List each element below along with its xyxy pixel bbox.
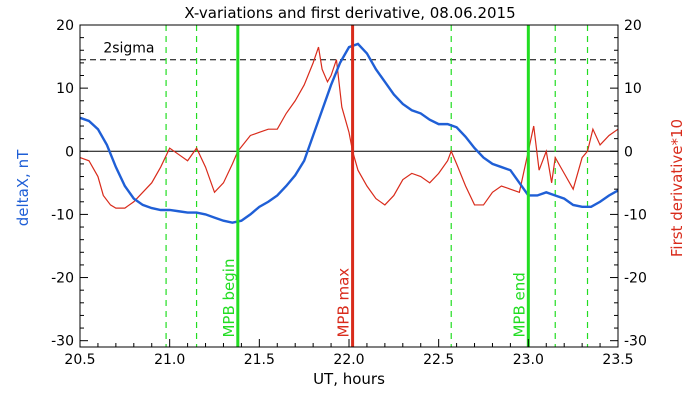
marker-label-mpb-max: MPB max <box>335 268 353 338</box>
x-tick-label: 23.5 <box>602 352 633 368</box>
x-axis-label: UT, hours <box>313 370 385 388</box>
right-y-tick-label: -20 <box>624 271 647 287</box>
x-axis: 20.5 21.0 21.5 22.0 22.5 23.0 23.5 <box>64 339 634 368</box>
marker-label-mpb-begin: MPB begin <box>220 259 238 338</box>
plot-area: 2sigma MPB begin MPB max MPB end <box>79 25 619 347</box>
left-y-tick-label: -10 <box>51 207 74 223</box>
threshold-label: 2sigma <box>103 41 154 57</box>
marker-label-mpb-end: MPB end <box>510 272 528 337</box>
left-y-axis: -30 -20 -10 0 10 20 <box>51 18 88 350</box>
right-y-tick-label: 0 <box>624 144 633 160</box>
left-y-tick-label: -20 <box>51 271 74 287</box>
x-tick-label: 21.5 <box>244 352 275 368</box>
x-tick-label: 22.5 <box>423 352 454 368</box>
left-y-tick-label: 20 <box>56 18 74 34</box>
right-y-tick-label: -30 <box>624 334 647 350</box>
right-y-tick-label: -10 <box>624 207 647 223</box>
right-y-tick-label: 20 <box>624 18 642 34</box>
x-tick-label: 21.0 <box>154 352 185 368</box>
right-y-axis: -30 -20 -10 0 10 20 <box>610 18 647 350</box>
left-y-tick-label: 10 <box>56 81 74 97</box>
right-y-tick-label: 10 <box>624 81 642 97</box>
x-tick-label: 23.0 <box>513 352 544 368</box>
y-axis-right-label: First derivative*10 <box>668 119 686 257</box>
left-y-tick-label: 0 <box>65 144 74 160</box>
y-axis-left-label: deltaX, nT <box>14 149 32 226</box>
chart-title: X-variations and first derivative, 08.06… <box>184 4 515 22</box>
x-tick-label: 20.5 <box>64 352 95 368</box>
derivative-series-line <box>79 46 619 209</box>
left-y-tick-label: -30 <box>51 334 74 350</box>
x-tick-label: 22.0 <box>333 352 364 368</box>
